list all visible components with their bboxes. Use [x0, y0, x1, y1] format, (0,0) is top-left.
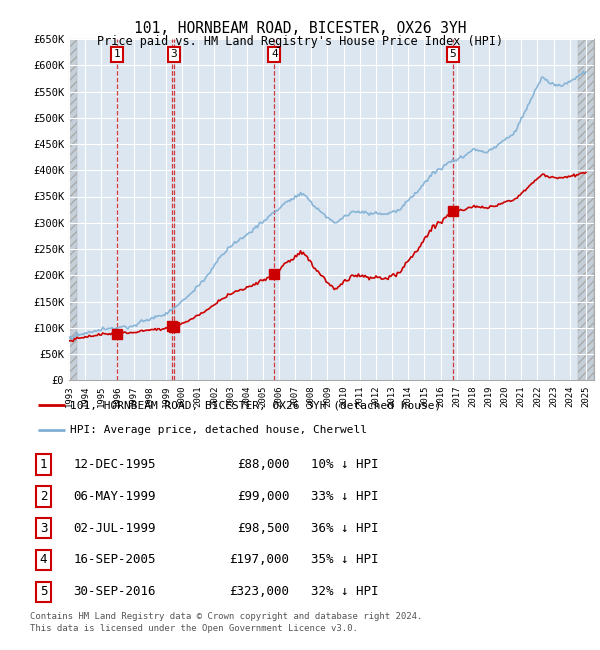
Bar — [578, 39, 594, 380]
Text: 3: 3 — [40, 521, 47, 534]
Text: 33% ↓ HPI: 33% ↓ HPI — [311, 490, 379, 503]
Text: 10% ↓ HPI: 10% ↓ HPI — [311, 458, 379, 471]
Text: 101, HORNBEAM ROAD, BICESTER, OX26 3YH (detached house): 101, HORNBEAM ROAD, BICESTER, OX26 3YH (… — [71, 400, 442, 410]
Text: 30-SEP-2016: 30-SEP-2016 — [73, 585, 156, 598]
Text: HPI: Average price, detached house, Cherwell: HPI: Average price, detached house, Cher… — [71, 425, 367, 435]
Text: 02-JUL-1999: 02-JUL-1999 — [73, 521, 156, 534]
Text: 16-SEP-2005: 16-SEP-2005 — [73, 554, 156, 567]
Text: 1: 1 — [40, 458, 47, 471]
Text: £98,500: £98,500 — [236, 521, 289, 534]
Text: This data is licensed under the Open Government Licence v3.0.: This data is licensed under the Open Gov… — [30, 624, 358, 633]
Bar — [69, 39, 77, 380]
Text: 2: 2 — [40, 490, 47, 503]
Text: 5: 5 — [449, 49, 456, 59]
Text: Contains HM Land Registry data © Crown copyright and database right 2024.: Contains HM Land Registry data © Crown c… — [30, 612, 422, 621]
Text: 12-DEC-1995: 12-DEC-1995 — [73, 458, 156, 471]
Text: £99,000: £99,000 — [236, 490, 289, 503]
Text: 36% ↓ HPI: 36% ↓ HPI — [311, 521, 379, 534]
Text: 1: 1 — [113, 49, 120, 59]
Text: £323,000: £323,000 — [229, 585, 289, 598]
Text: 4: 4 — [40, 554, 47, 567]
Text: £197,000: £197,000 — [229, 554, 289, 567]
Text: Price paid vs. HM Land Registry's House Price Index (HPI): Price paid vs. HM Land Registry's House … — [97, 35, 503, 48]
Text: £88,000: £88,000 — [236, 458, 289, 471]
Text: 3: 3 — [170, 49, 178, 59]
Text: 101, HORNBEAM ROAD, BICESTER, OX26 3YH: 101, HORNBEAM ROAD, BICESTER, OX26 3YH — [134, 21, 466, 36]
Text: 5: 5 — [40, 585, 47, 598]
Text: 4: 4 — [271, 49, 278, 59]
Text: 06-MAY-1999: 06-MAY-1999 — [73, 490, 156, 503]
Text: 35% ↓ HPI: 35% ↓ HPI — [311, 554, 379, 567]
Text: 32% ↓ HPI: 32% ↓ HPI — [311, 585, 379, 598]
